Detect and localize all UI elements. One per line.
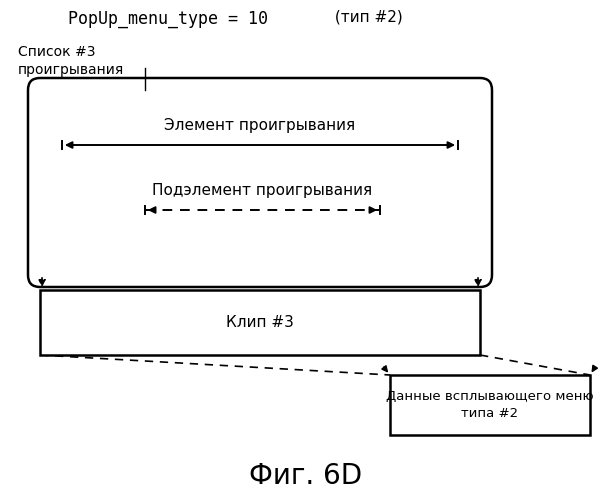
Text: Фиг. 6D: Фиг. 6D <box>249 462 362 490</box>
Text: PopUp_menu_type = 10: PopUp_menu_type = 10 <box>68 10 268 28</box>
Bar <box>390 375 590 435</box>
Text: Данные всплывающего меню
типа #2: Данные всплывающего меню типа #2 <box>386 390 594 420</box>
Text: (тип #2): (тип #2) <box>330 10 403 25</box>
Text: Клип #3: Клип #3 <box>226 315 294 330</box>
Text: Список #3
проигрывания: Список #3 проигрывания <box>18 45 124 77</box>
FancyBboxPatch shape <box>28 78 492 287</box>
Text: Подэлемент проигрывания: Подэлемент проигрывания <box>153 183 373 198</box>
Bar <box>40 290 480 355</box>
Text: Элемент проигрывания: Элемент проигрывания <box>164 118 356 133</box>
